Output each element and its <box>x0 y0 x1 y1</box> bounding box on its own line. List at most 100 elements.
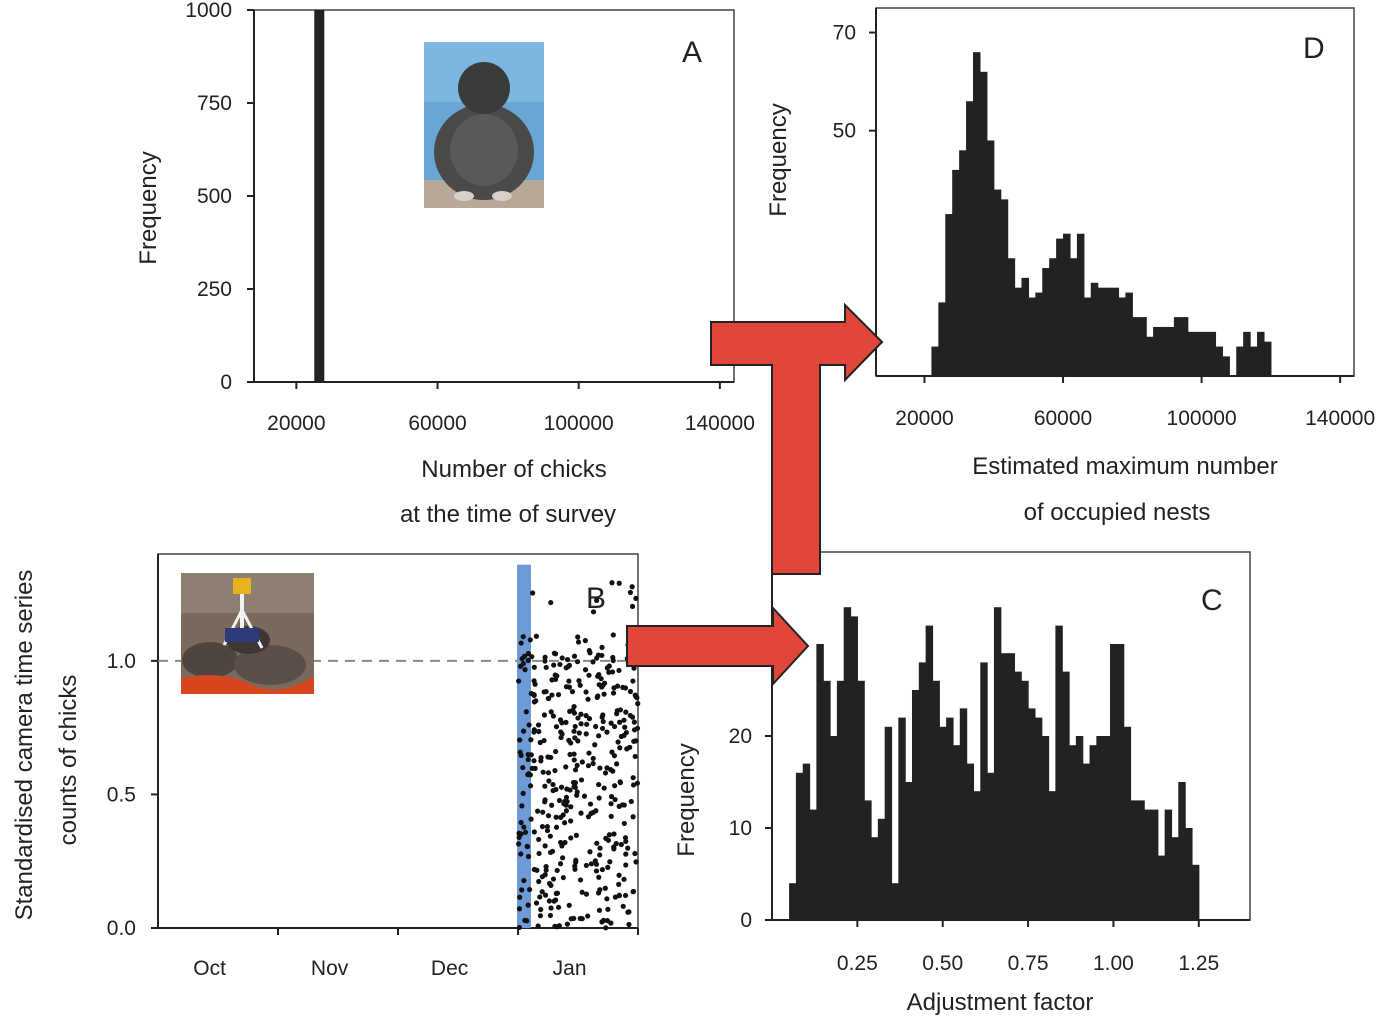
bar <box>945 214 953 376</box>
data-point <box>614 711 620 717</box>
data-point <box>593 723 599 730</box>
data-point <box>594 840 600 846</box>
panel-a-ylabel: Frequency <box>135 151 162 264</box>
data-point <box>519 656 525 662</box>
x-tick-label: 0.50 <box>922 952 963 975</box>
data-point <box>577 682 583 688</box>
data-point <box>575 715 581 721</box>
data-point <box>518 640 524 646</box>
data-point <box>592 858 598 864</box>
data-point <box>525 756 531 763</box>
data-point <box>626 909 632 915</box>
bar <box>1222 356 1230 376</box>
x-tick-label: 140000 <box>685 412 755 435</box>
bar <box>1069 745 1077 920</box>
data-point <box>607 859 613 865</box>
data-point <box>630 678 636 684</box>
data-point <box>552 748 559 755</box>
bar <box>931 346 939 376</box>
bar <box>314 10 325 382</box>
data-point <box>586 750 592 756</box>
data-point <box>587 849 593 855</box>
panel-b-x-ticks: Oct Nov Dec Jan <box>193 928 639 980</box>
data-point <box>572 866 578 872</box>
x-tick-label: 20000 <box>895 407 953 430</box>
bar <box>1187 331 1196 376</box>
data-point <box>629 603 636 610</box>
data-point <box>529 654 535 660</box>
data-point <box>572 735 578 741</box>
data-point <box>594 694 600 700</box>
penguin-chick-photo <box>424 42 544 208</box>
data-point <box>553 814 559 820</box>
bar <box>952 169 960 376</box>
data-point <box>517 737 523 743</box>
data-point <box>605 837 611 843</box>
data-point <box>594 597 600 603</box>
data-point <box>535 722 542 728</box>
bar <box>1146 336 1154 376</box>
data-point <box>543 867 549 873</box>
bar <box>1104 287 1113 376</box>
data-point <box>593 868 600 874</box>
data-point <box>604 665 610 671</box>
data-point <box>520 634 526 640</box>
data-point <box>601 680 608 686</box>
data-point <box>601 785 607 791</box>
data-point <box>548 882 554 889</box>
bar <box>1048 791 1056 920</box>
data-point <box>631 719 637 725</box>
data-point <box>586 716 593 722</box>
bar <box>789 883 797 920</box>
data-point <box>616 881 622 887</box>
data-point <box>527 783 534 789</box>
data-point <box>541 712 548 718</box>
bar <box>1028 297 1036 376</box>
bar <box>1089 745 1097 920</box>
bar <box>1007 258 1016 376</box>
data-point <box>606 832 613 838</box>
data-point <box>568 804 574 810</box>
data-point <box>538 758 544 764</box>
data-point <box>531 727 537 733</box>
data-point <box>557 661 563 668</box>
data-point <box>555 904 562 910</box>
data-point <box>595 673 601 679</box>
data-point <box>560 812 566 818</box>
panel-d-y-ticks: 50 70 <box>833 22 876 143</box>
x-tick-label: 1.00 <box>1093 952 1134 975</box>
data-point <box>532 681 538 687</box>
data-point <box>542 843 548 849</box>
data-point <box>536 878 542 885</box>
bar <box>1049 258 1057 376</box>
data-point <box>632 850 638 857</box>
data-point <box>597 845 603 851</box>
data-point <box>539 874 545 880</box>
data-point <box>516 678 522 684</box>
data-point <box>633 738 639 744</box>
bar <box>1055 625 1063 920</box>
data-point <box>579 759 585 765</box>
bar <box>1014 671 1022 920</box>
data-point <box>536 836 542 843</box>
data-point <box>569 689 575 695</box>
data-point <box>621 802 627 808</box>
data-point <box>587 801 594 807</box>
bar <box>1125 292 1133 376</box>
bar <box>1144 809 1152 920</box>
data-point <box>519 803 525 809</box>
data-point <box>531 758 537 764</box>
x-tick-label: 100000 <box>1167 407 1237 430</box>
panel-d-ylabel: Frequency <box>765 103 792 216</box>
data-point <box>597 852 603 858</box>
data-point <box>583 731 589 737</box>
panel-b-letter: B <box>586 582 606 615</box>
data-point <box>549 802 555 808</box>
data-point <box>561 820 568 826</box>
data-point <box>608 801 614 807</box>
data-point <box>557 861 564 867</box>
y-tick-label: 70 <box>833 22 856 45</box>
data-point <box>585 913 591 919</box>
bar <box>1082 763 1091 920</box>
data-point <box>627 589 634 596</box>
